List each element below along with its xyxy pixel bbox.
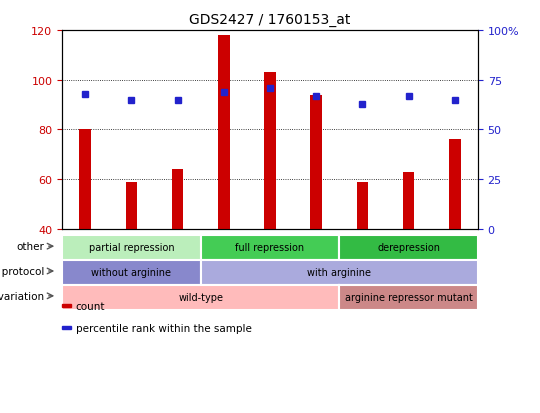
Text: arginine repressor mutant: arginine repressor mutant (345, 292, 472, 302)
Bar (449, 140, 461, 229)
Bar (264, 73, 276, 229)
Text: count: count (76, 301, 105, 311)
Text: wild-type: wild-type (178, 292, 223, 302)
Text: full repression: full repression (235, 243, 305, 253)
Bar (403, 172, 414, 229)
Text: growth protocol: growth protocol (0, 266, 45, 276)
Text: percentile rank within the sample: percentile rank within the sample (76, 323, 252, 333)
Bar (126, 182, 137, 229)
Bar (218, 36, 230, 229)
Text: without arginine: without arginine (91, 268, 171, 278)
Text: partial repression: partial repression (89, 243, 174, 253)
Text: with arginine: with arginine (307, 268, 372, 278)
Bar (356, 182, 368, 229)
Text: genotype/variation: genotype/variation (0, 291, 45, 301)
Title: GDS2427 / 1760153_at: GDS2427 / 1760153_at (190, 13, 350, 27)
Bar (172, 170, 184, 229)
Text: other: other (17, 242, 45, 252)
Bar (62, 304, 71, 308)
Bar (310, 95, 322, 229)
Text: derepression: derepression (377, 243, 440, 253)
Bar (62, 326, 71, 330)
Bar (79, 130, 91, 229)
